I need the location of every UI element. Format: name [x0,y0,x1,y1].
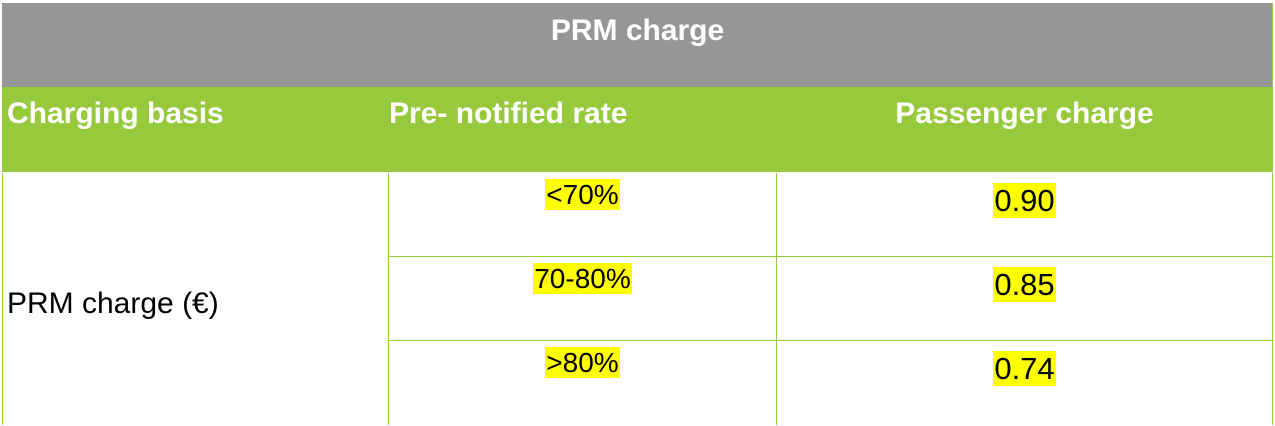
charging-basis-cell: PRM charge (€) [2,172,389,425]
title-row: PRM charge [1,3,1274,87]
charge-cell: 0.85 [775,256,1274,341]
prm-charge-table: PRM charge Charging basis Pre- notified … [1,3,1274,425]
rate-value: 70-80% [533,263,632,294]
rate-value: >80% [545,347,620,378]
charge-value: 0.74 [993,351,1056,386]
table-title: PRM charge [1,3,1274,87]
charge-value: 0.85 [993,267,1056,302]
header-row: Charging basis Pre- notified rate Passen… [2,86,1274,173]
charge-cell: 0.90 [775,172,1274,257]
table-row: >80% 0.74 [3,340,1274,425]
rate-cell: 70-80% [388,256,777,341]
header-pre-notified-rate: Pre- notified rate [388,86,777,173]
header-passenger-charge: Passenger charge [775,86,1274,173]
rate-cell: >80% [388,340,777,425]
charge-cell: 0.74 [775,340,1274,425]
header-charging-basis: Charging basis [2,86,389,173]
charge-value: 0.90 [993,183,1056,218]
rate-cell: <70% [388,172,777,257]
table-row: PRM charge (€) <70% 0.90 [2,172,1274,425]
rate-value: <70% [545,179,620,210]
